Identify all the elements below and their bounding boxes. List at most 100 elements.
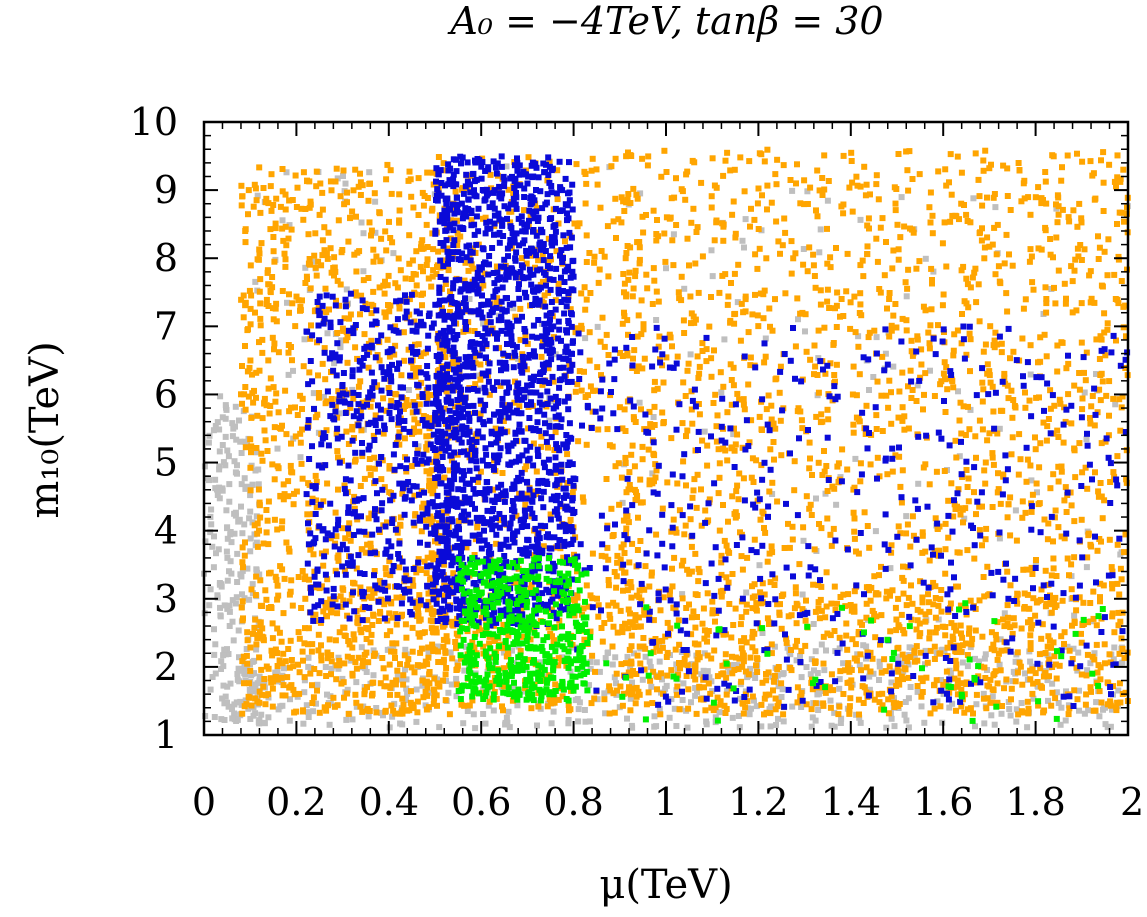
- point-orange: [670, 604, 677, 611]
- point-orange: [292, 323, 299, 330]
- point-orange: [624, 317, 631, 324]
- point-orange: [906, 148, 913, 155]
- point-orange: [690, 608, 697, 615]
- point-gray: [453, 693, 460, 700]
- point-orange: [699, 340, 706, 347]
- point-orange: [550, 591, 557, 598]
- point-orange: [1032, 670, 1039, 677]
- point-orange: [257, 315, 264, 322]
- point-orange: [758, 701, 765, 708]
- point-orange: [265, 357, 272, 364]
- point-gray: [817, 226, 824, 233]
- point-orange: [992, 271, 999, 278]
- point-orange: [853, 548, 859, 555]
- point-orange: [730, 622, 737, 628]
- point-orange: [1029, 666, 1036, 673]
- point-orange: [666, 592, 673, 598]
- point-orange: [803, 701, 810, 708]
- point-gray: [219, 695, 226, 702]
- point-gray: [736, 724, 743, 731]
- point-orange: [633, 684, 640, 691]
- point-orange: [430, 459, 436, 465]
- point-orange: [382, 565, 389, 572]
- point-gray: [331, 360, 338, 367]
- point-orange: [511, 579, 518, 586]
- point-orange: [745, 671, 752, 678]
- point-orange: [734, 390, 741, 397]
- point-orange: [979, 503, 985, 510]
- point-gray: [613, 680, 619, 687]
- point-orange: [316, 390, 322, 396]
- point-orange: [712, 618, 718, 625]
- point-orange: [994, 656, 1001, 663]
- point-orange: [1019, 681, 1026, 688]
- point-orange: [927, 710, 934, 717]
- point-orange: [367, 540, 374, 547]
- point-gray: [390, 250, 397, 257]
- point-orange: [623, 512, 630, 519]
- point-gray: [1034, 682, 1041, 689]
- point-orange: [737, 154, 744, 161]
- point-orange: [578, 387, 585, 394]
- point-orange: [942, 520, 949, 527]
- point-orange: [749, 644, 756, 651]
- point-orange: [639, 213, 646, 220]
- point-orange: [1011, 622, 1018, 629]
- point-orange: [472, 381, 479, 388]
- point-orange: [778, 452, 785, 459]
- point-orange: [883, 595, 890, 602]
- point-orange: [1052, 661, 1059, 668]
- point-orange: [768, 650, 775, 657]
- point-gray: [648, 683, 655, 690]
- point-gray: [961, 515, 968, 522]
- point-orange: [967, 284, 974, 291]
- point-orange: [649, 700, 656, 706]
- point-orange: [355, 183, 362, 190]
- point-gray: [552, 351, 559, 358]
- point-gray: [1001, 610, 1008, 617]
- point-orange: [587, 383, 594, 390]
- point-orange: [333, 533, 340, 540]
- point-orange: [307, 201, 314, 208]
- point-orange: [1073, 607, 1080, 614]
- point-orange: [468, 217, 475, 224]
- point-orange: [486, 391, 493, 398]
- point-orange: [635, 312, 642, 319]
- point-orange: [252, 185, 259, 192]
- point-orange: [667, 587, 673, 594]
- point-orange: [411, 425, 417, 432]
- point-orange: [744, 698, 751, 705]
- point-gray: [988, 712, 995, 719]
- point-orange: [576, 220, 583, 227]
- point-orange: [889, 265, 896, 272]
- point-gray: [233, 436, 240, 443]
- point-gray: [576, 699, 583, 706]
- point-orange: [725, 548, 732, 555]
- point-orange: [486, 633, 493, 640]
- point-gray: [938, 677, 944, 683]
- point-orange: [630, 355, 636, 362]
- point-orange: [647, 677, 654, 684]
- point-orange: [975, 673, 982, 680]
- point-orange: [922, 461, 929, 468]
- point-orange: [1014, 669, 1021, 676]
- point-orange: [835, 460, 842, 467]
- point-orange: [283, 539, 290, 546]
- point-orange: [724, 409, 731, 416]
- point-orange: [740, 710, 747, 717]
- point-orange: [902, 666, 909, 673]
- point-orange: [285, 646, 292, 652]
- point-orange: [628, 643, 635, 650]
- point-gray: [852, 455, 859, 462]
- point-orange: [401, 357, 408, 364]
- point-orange: [238, 296, 245, 303]
- point-orange: [802, 642, 809, 649]
- point-gray: [238, 450, 245, 456]
- point-orange: [638, 297, 645, 304]
- point-gray: [307, 665, 314, 671]
- point-orange: [272, 573, 279, 580]
- point-orange: [599, 314, 606, 321]
- point-orange: [943, 182, 950, 189]
- point-orange: [382, 674, 389, 681]
- point-orange: [408, 664, 415, 671]
